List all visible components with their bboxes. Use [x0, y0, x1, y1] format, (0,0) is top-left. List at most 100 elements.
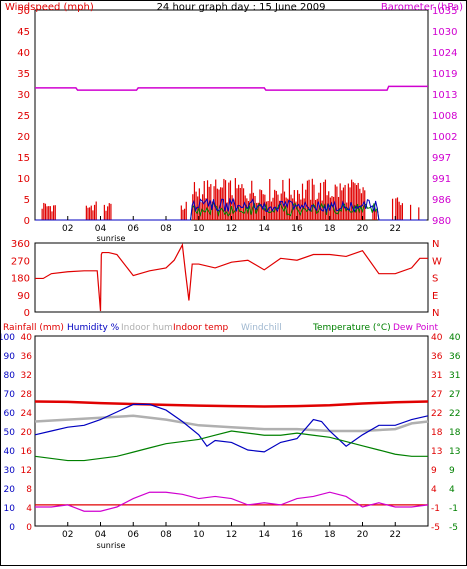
wind-chart-title: 24 hour graph day : 15 June 2009 — [157, 2, 326, 13]
temp-tick-9: 36 — [449, 352, 461, 362]
rtemp-tick-10: 40 — [431, 333, 443, 343]
temp-x-tick-label-0: 02 — [62, 530, 73, 540]
hum-tick-10: 100 — [1, 333, 15, 343]
hum-tick-1: 10 — [4, 504, 16, 514]
wind-gust-bar — [103, 204, 105, 220]
wind-gust-bar — [184, 208, 186, 220]
temp-x-tick-label-10: 22 — [390, 530, 401, 540]
wind-gust-bar — [105, 210, 107, 220]
hum-tick-8: 80 — [4, 371, 16, 381]
wind-gust-bar — [239, 187, 241, 220]
temp-tick-1: -1 — [449, 504, 458, 514]
wind-gust-bar — [339, 183, 341, 220]
wind-gust-bar — [418, 207, 420, 220]
wind-tick-10: 50 — [17, 6, 30, 17]
dir-tick-0: 0 — [24, 308, 30, 319]
wind-gust-bar — [202, 194, 204, 220]
wind-x-tick-label-0: 02 — [62, 224, 73, 234]
wind-gust-bar — [234, 178, 236, 220]
itemp-tick-5: 20 — [21, 428, 33, 438]
wind-gust-bar — [215, 179, 217, 220]
legend-item-5: Temperature (°C) — [312, 323, 391, 333]
wind-gust-bar — [195, 191, 197, 220]
wind-gust-bar — [400, 205, 402, 220]
wind-gust-bar — [108, 203, 110, 220]
baro-tick-1: 986 — [432, 195, 451, 206]
wind-gust-bar — [236, 188, 238, 220]
hum-tick-5: 50 — [4, 428, 16, 438]
humidity-y-ticks: 0 10 20 30 40 50 60 70 80 90 100 0 4 8 12 16 20 24 28 32 36 4… — [0, 333, 33, 533]
wind-gust-bar — [287, 198, 289, 220]
wind-gust-bar — [331, 196, 333, 220]
wind-gust-bar — [290, 194, 292, 220]
rtemp-tick-9: 36 — [431, 352, 443, 362]
rtemp-tick-4: 13 — [431, 447, 442, 457]
wind-gust-bar — [238, 184, 240, 220]
temp-tick-4: 13 — [449, 447, 460, 457]
wind-gust-bar — [46, 206, 48, 220]
direction-y-ticks: 0 90 180 270 360 — [11, 239, 30, 319]
dir-tick-2: 180 — [11, 274, 30, 285]
wind-gust-bar — [323, 181, 325, 220]
wind-barometer-panel: Windspeed (mph) 24 hour graph day : 15 J… — [5, 2, 463, 243]
wind-gust-bar — [396, 197, 399, 220]
wind-gust-bar — [182, 209, 184, 220]
wind-gust-bar — [349, 187, 351, 220]
wind-gust-bar — [295, 201, 297, 220]
legend-item-3: Indoor temp — [173, 323, 228, 333]
wind-tick-3: 15 — [17, 153, 30, 164]
wind-gust-bar — [223, 178, 225, 220]
wind-gust-bar — [216, 188, 218, 220]
wind-gust-bar — [107, 206, 109, 220]
wind-gust-bar — [193, 182, 196, 220]
wind-gust-bar — [197, 196, 199, 220]
wind-gust-bar — [49, 206, 51, 220]
direction-line — [35, 242, 428, 312]
temp-tick-6: 22 — [449, 409, 460, 419]
direction-series — [35, 242, 428, 312]
wind-gust-bar — [357, 182, 359, 220]
wind-gust-bar — [205, 198, 207, 220]
legend-item-0: Rainfall (mm) — [3, 323, 64, 333]
wind-gust-bar — [41, 208, 43, 220]
temp-x-tick-label-6: 14 — [259, 530, 271, 540]
temp-x-tick-label-9: 20 — [357, 530, 369, 540]
wind-gust-bar — [274, 189, 276, 220]
hum-tick-7: 70 — [4, 390, 16, 400]
wind-gust-bar — [226, 202, 228, 220]
wind-gust-bar — [95, 201, 97, 220]
wind-gust-bar — [398, 201, 400, 220]
itemp-tick-2: 8 — [26, 485, 32, 495]
wind-gust-bar — [409, 204, 412, 220]
wind-y-ticks: 0 5 10 15 20 25 30 35 40 45 50 — [17, 6, 30, 227]
wind-gust-bar — [48, 206, 50, 220]
wind-gust-bar — [283, 191, 286, 220]
wind-gust-bar — [228, 182, 230, 220]
wind-gust-bar — [218, 189, 220, 220]
wind-gust-bar — [44, 203, 47, 220]
temp-x-tick-label-8: 18 — [324, 530, 336, 540]
wind-x-tick-label-3: 08 — [160, 224, 172, 234]
hum-tick-3: 30 — [4, 466, 16, 476]
dir-tick-1: 90 — [17, 291, 30, 302]
itemp-tick-3: 12 — [21, 466, 32, 476]
wind-tick-9: 45 — [17, 27, 30, 38]
barometer-axis-title: Barometer (hPa) — [381, 2, 463, 13]
humidity-line — [34, 403, 429, 453]
wind-gust-bar — [373, 209, 376, 220]
dir-tick-3: 270 — [11, 256, 30, 267]
barometer-y-ticks: 980 986 991 997 1002 1008 1013 1019 1024 1030 1035 — [432, 6, 457, 227]
wind-gust-bar — [282, 179, 284, 220]
wind-gust-bar — [110, 203, 112, 220]
barometer-line — [35, 85, 428, 91]
wind-x-tick-label-6: 14 — [259, 224, 271, 234]
rtemp-tick-1: -1 — [431, 504, 440, 514]
wind-gust-bar — [337, 196, 340, 220]
wind-x-tick-label-5: 12 — [226, 224, 237, 234]
wind-gust-bar — [372, 210, 374, 220]
wind-gust-bar — [300, 199, 302, 220]
temp-tick-3: 9 — [449, 466, 455, 476]
wind-gust-bar — [185, 201, 187, 220]
